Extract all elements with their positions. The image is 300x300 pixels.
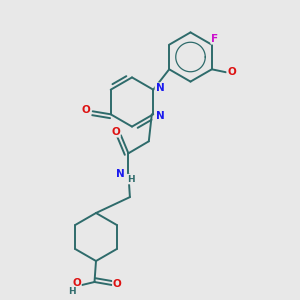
Text: O: O (82, 105, 91, 116)
Text: F: F (211, 34, 218, 44)
Text: O: O (113, 279, 122, 289)
Text: O: O (111, 127, 120, 137)
Text: N: N (116, 169, 124, 179)
Text: H: H (128, 175, 135, 184)
Text: N: N (155, 111, 164, 121)
Text: O: O (227, 67, 236, 77)
Text: O: O (72, 278, 81, 289)
Text: N: N (155, 83, 164, 93)
Text: H: H (68, 287, 76, 296)
